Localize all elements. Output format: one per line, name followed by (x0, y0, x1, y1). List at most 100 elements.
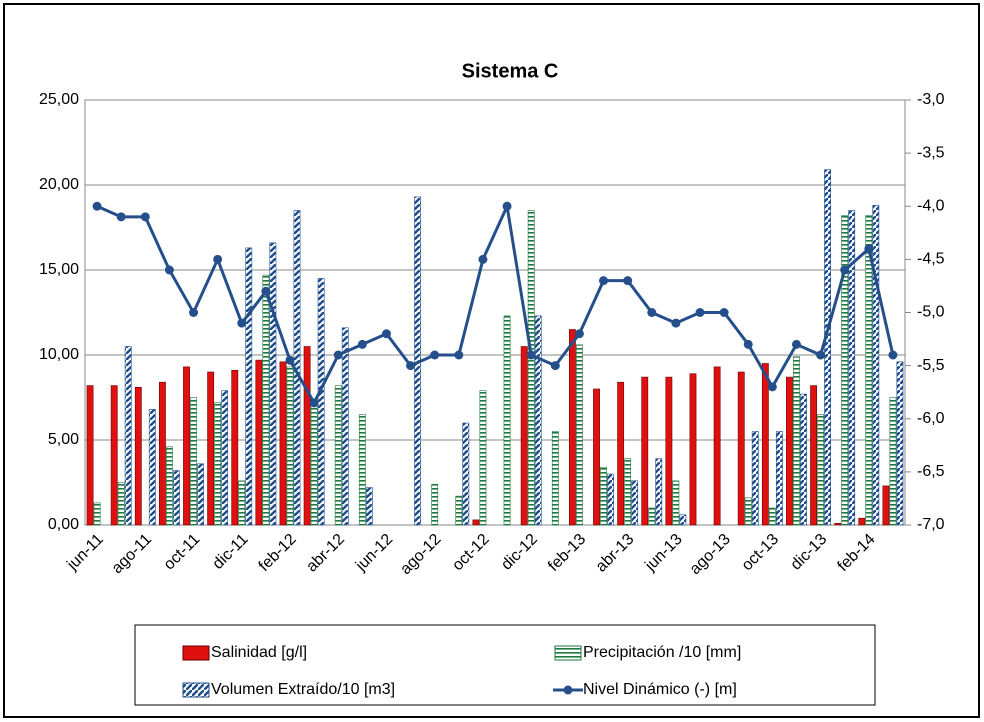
line-marker (502, 201, 512, 211)
line-marker (816, 350, 826, 360)
line-marker (647, 308, 657, 317)
bar (841, 215, 849, 526)
bar (679, 514, 687, 526)
chart-title: Sistema C (462, 60, 559, 82)
y2-tick-label: -6,5 (917, 463, 945, 480)
line-marker (695, 308, 705, 317)
line-marker (237, 318, 247, 328)
y2-tick-label: -4,5 (917, 251, 945, 268)
line-marker (430, 350, 440, 360)
bar (600, 466, 607, 526)
legend-swatch (554, 645, 582, 661)
bar (117, 482, 125, 526)
line-marker (599, 276, 609, 286)
bar (431, 483, 439, 526)
bar (672, 480, 680, 526)
y2-tick-label: -5,0 (917, 304, 945, 321)
bar (238, 480, 246, 526)
bar (310, 400, 318, 526)
bar (834, 522, 842, 526)
bar (641, 376, 649, 526)
chart-frame (3, 3, 980, 718)
bar (737, 371, 745, 526)
bar (455, 495, 463, 526)
bar (341, 327, 349, 526)
bar (865, 215, 873, 526)
legend-label: Precipitación /10 [mm] (583, 644, 741, 661)
bar (221, 390, 229, 526)
bar (245, 247, 253, 526)
bar (279, 361, 287, 526)
y-tick-label: 10,00 (39, 346, 79, 363)
legend-swatch (182, 645, 210, 661)
legend-marker (563, 685, 573, 695)
line-marker (381, 329, 391, 339)
y2-tick-label: -7,0 (917, 516, 945, 533)
bar (631, 480, 639, 526)
line-marker (550, 361, 560, 371)
y2-tick-label: -3,5 (917, 144, 945, 161)
bar (534, 315, 542, 526)
bar (124, 346, 132, 526)
line-marker (140, 212, 150, 222)
bar (365, 487, 373, 526)
bar (576, 344, 583, 526)
line-marker (719, 308, 729, 317)
bar (86, 385, 94, 526)
bar (593, 388, 600, 526)
bar (358, 414, 366, 526)
bar (569, 329, 576, 526)
bar (713, 366, 721, 526)
bar (255, 359, 263, 526)
bar (317, 278, 325, 526)
bar (303, 346, 311, 526)
bar (793, 356, 800, 526)
line-marker (261, 286, 271, 296)
bar (334, 385, 342, 526)
bar (173, 470, 180, 526)
bar (159, 381, 166, 526)
bar (617, 381, 625, 526)
bar (190, 397, 197, 526)
line (96, 201, 895, 406)
y2-tick-label: -4,0 (917, 197, 945, 214)
y-tick-label: 25,00 (39, 91, 79, 108)
line-marker (623, 276, 633, 286)
bar (214, 402, 222, 526)
bar (744, 497, 752, 526)
bar (207, 371, 215, 526)
bar (503, 315, 511, 526)
bar (262, 274, 270, 526)
bar (286, 366, 294, 526)
bar (689, 373, 697, 526)
bar (462, 422, 470, 526)
bar (134, 386, 142, 526)
bar (858, 517, 866, 526)
bar (183, 366, 190, 526)
line-marker (213, 254, 223, 264)
bar (751, 431, 759, 526)
y2-tick-label: -3,0 (917, 91, 945, 108)
line-marker (767, 382, 777, 392)
bar (817, 414, 824, 526)
bar (269, 242, 277, 526)
line-marker (116, 212, 126, 222)
bar (148, 409, 156, 526)
line-marker (840, 265, 850, 275)
bar (648, 507, 656, 526)
y-tick-label: 5,00 (48, 431, 79, 448)
line-marker (864, 244, 874, 254)
y-tick-label: 0,00 (48, 516, 79, 533)
bar (231, 369, 239, 526)
line-marker (526, 350, 536, 360)
bar (775, 431, 783, 526)
y-tick-label: 20,00 (39, 176, 79, 193)
line-marker (454, 350, 464, 360)
bar (520, 346, 528, 526)
bar (786, 376, 793, 526)
bar (93, 502, 101, 526)
bar (872, 205, 880, 526)
bar (800, 393, 807, 526)
bar (768, 507, 776, 526)
